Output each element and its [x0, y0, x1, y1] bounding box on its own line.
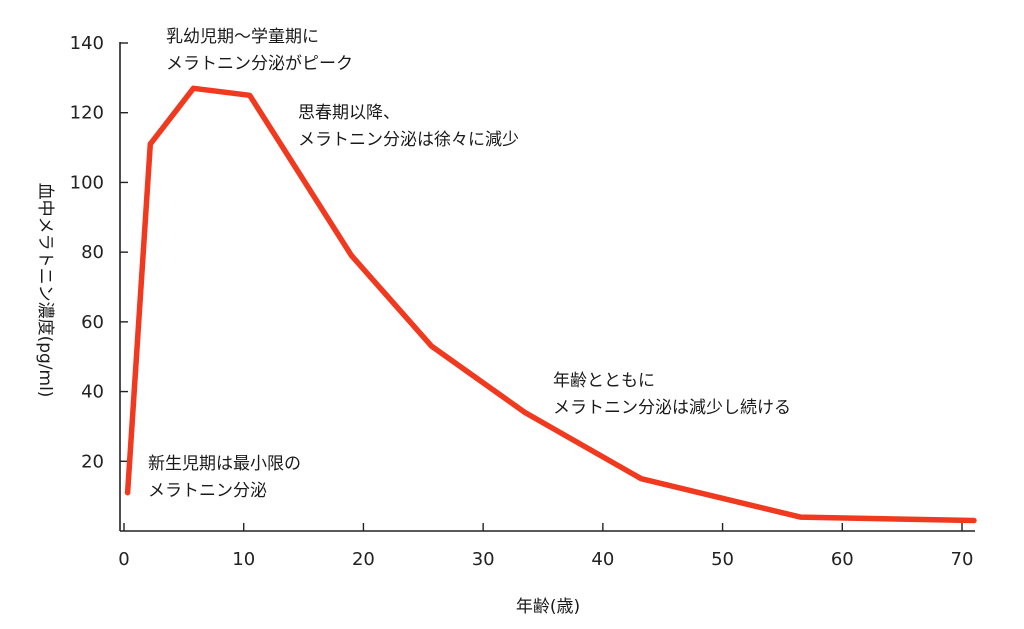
- annotations: 乳幼児期〜学童期にメラトニン分泌がピーク思春期以降、メラトニン分泌は徐々に減少年…: [148, 27, 791, 501]
- y-tick-label: 140: [70, 33, 104, 54]
- x-tick-label: 40: [591, 549, 614, 570]
- axes: [119, 42, 975, 532]
- x-tick-label: 10: [232, 549, 255, 570]
- y-tick-label: 20: [81, 451, 104, 472]
- annotation-line: 新生児期は最小限の: [148, 454, 301, 474]
- y-tick-label: 40: [81, 382, 104, 403]
- y-axis-ticks: 20 40 60 80 100 120 140: [70, 33, 128, 472]
- y-tick-label: 60: [81, 312, 104, 333]
- y-tick-label: 120: [70, 103, 104, 124]
- x-tick-label: 60: [831, 549, 854, 570]
- x-tick-label: 50: [711, 549, 734, 570]
- x-axis-ticks: 0 10 20 30 40 50 60 70: [118, 523, 973, 570]
- annotation-line: 年齢とともに: [553, 371, 655, 391]
- annotation-line: 思春期以降、: [298, 103, 400, 123]
- x-tick-label: 30: [472, 549, 495, 570]
- x-axis-title: 年齢(歳): [516, 597, 580, 617]
- y-tick-label: 80: [81, 242, 104, 263]
- y-tick-label: 100: [70, 172, 104, 193]
- annotation-line: メラトニン分泌: [148, 481, 267, 501]
- series-line-melatonin: [124, 85, 977, 524]
- y-axis-title: 血中メラトニン濃度(pg/ml): [35, 183, 55, 398]
- x-tick-label: 0: [118, 549, 129, 570]
- series-layer: [124, 85, 977, 524]
- annotation-line: 乳幼児期〜学童期に: [166, 27, 319, 47]
- annotation: 思春期以降、メラトニン分泌は徐々に減少: [298, 103, 519, 150]
- x-tick-label: 20: [352, 549, 375, 570]
- x-tick-label: 70: [951, 549, 974, 570]
- annotation-line: メラトニン分泌は徐々に減少: [298, 130, 519, 150]
- annotation-line: メラトニン分泌がピーク: [166, 54, 353, 74]
- annotation-line: メラトニン分泌は減少し続ける: [553, 398, 791, 418]
